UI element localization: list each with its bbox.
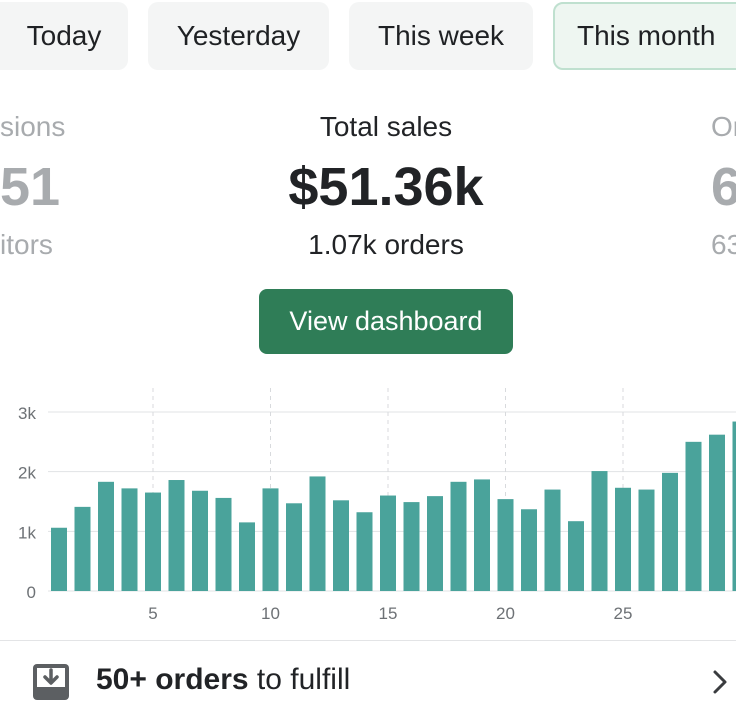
chart-bar — [732, 421, 736, 591]
x-tick-label: 15 — [379, 604, 398, 623]
chart-bar — [192, 490, 208, 591]
chart-bar — [474, 479, 490, 591]
y-tick-label: 2k — [18, 464, 36, 483]
chart-bar — [51, 527, 67, 591]
inbox-download-icon — [33, 664, 69, 700]
chart-bar — [615, 487, 631, 591]
orders-count: 1.07k orders — [308, 229, 464, 260]
chart-bar — [356, 512, 373, 591]
chart-bar — [380, 495, 396, 591]
x-tick-label: 20 — [496, 604, 515, 623]
y-tick-label: 3k — [18, 404, 36, 423]
x-tick-label: 25 — [614, 604, 633, 623]
fulfill-rest: to fulfill — [248, 663, 351, 696]
fulfill-text: 50+ orders to fulfill — [96, 663, 350, 697]
right-stat-value: 6 — [711, 157, 736, 217]
chart-bar — [286, 503, 302, 591]
tab-this-week-label: This week — [377, 20, 505, 51]
fulfill-count: 50+ orders — [96, 663, 249, 696]
tab-today[interactable]: Today — [0, 2, 128, 70]
chevron-right-icon[interactable] — [708, 669, 732, 695]
tab-this-month[interactable]: This month — [553, 2, 736, 70]
x-tick-label: 5 — [148, 604, 157, 623]
chart-bar — [450, 481, 467, 591]
chart-bar — [239, 522, 255, 591]
tab-yesterday-label: Yesterday — [176, 20, 301, 51]
tab-today-label: Today — [26, 20, 102, 51]
x-tick-label: 10 — [261, 604, 280, 623]
chart-bar — [168, 480, 185, 591]
chart-bar — [215, 497, 232, 591]
chart-bar — [568, 521, 584, 591]
right-stat-label: Or — [711, 111, 736, 142]
chart-bar — [262, 488, 279, 591]
right-stat-sub: 63 — [711, 229, 736, 260]
chart-bar — [98, 481, 114, 591]
chart-bar — [709, 434, 725, 591]
y-tick-label: 0 — [27, 583, 36, 602]
tab-this-month-label: This month — [577, 20, 716, 51]
tab-yesterday[interactable]: Yesterday — [148, 2, 329, 70]
divider — [0, 640, 736, 641]
total-sales-label: Total sales — [319, 111, 453, 142]
left-stat-label: sions — [0, 111, 66, 142]
chart-bar — [74, 506, 91, 591]
chart-bar — [403, 502, 420, 591]
chart-bar — [685, 441, 702, 591]
left-stat-value: 51 — [0, 157, 61, 217]
total-sales-value: $51.36k — [288, 157, 484, 217]
chart-bar — [121, 488, 138, 591]
chart-bar — [638, 489, 655, 591]
y-tick-label: 1k — [18, 523, 36, 542]
chart-bar — [333, 500, 349, 591]
left-stat-sub: itors — [0, 229, 53, 260]
date-range-tabs: Today Yesterday This week This month — [0, 0, 736, 72]
chart-bar — [309, 476, 326, 591]
chart-bar — [544, 489, 561, 591]
fulfill-orders-row[interactable]: 50+ orders to fulfill — [0, 641, 736, 718]
chart-bar — [427, 496, 443, 591]
chart-bar — [662, 472, 678, 591]
view-dashboard-button[interactable]: View dashboard — [259, 289, 513, 354]
chart-bar — [521, 509, 537, 591]
view-dashboard-label: View dashboard — [289, 306, 483, 336]
chart-bar — [145, 492, 161, 591]
chart-bar — [497, 499, 514, 591]
tab-this-week[interactable]: This week — [349, 2, 533, 70]
chart-bar — [591, 471, 608, 591]
sales-bar-chart: 3k2k1k05101520253 — [18, 388, 736, 623]
